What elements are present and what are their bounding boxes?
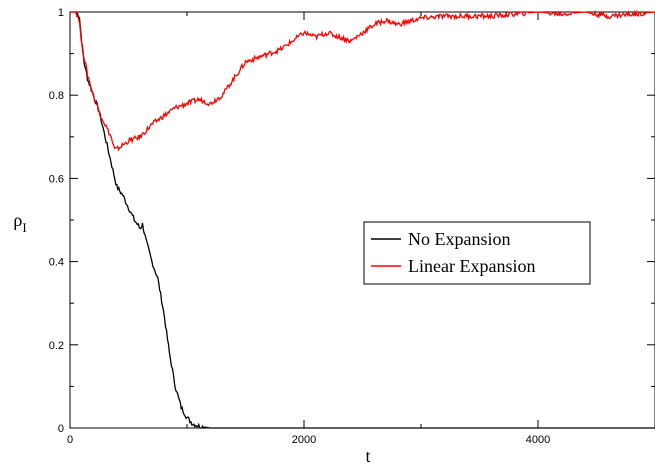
series-layer: [70, 9, 655, 429]
y-tick-label: 0.6: [49, 173, 64, 185]
series-line-linear-expansion: [70, 9, 655, 152]
y-tick-label: 1: [58, 7, 64, 19]
x-axis-label: t: [365, 446, 370, 466]
y-tick-label: 0.4: [49, 257, 64, 269]
y-axis-label: ρI: [13, 210, 26, 235]
ticks: 0 2000 4000 0 0.2 0.4 0.6 0.8 1: [49, 7, 655, 446]
series-line-no-expansion: [70, 11, 655, 429]
y-axis-label-subscript: I: [22, 220, 26, 235]
y-axis-label-main: ρ: [13, 210, 22, 230]
x-tick-label: 0: [67, 434, 73, 446]
svg-text:ρI: ρI: [13, 210, 26, 235]
x-tick-label: 2000: [292, 434, 316, 446]
x-tick-label: 4000: [526, 434, 550, 446]
legend-label-linear-expansion: Linear Expansion: [408, 256, 535, 276]
legend: No Expansion Linear Expansion: [363, 221, 591, 285]
legend-label-no-expansion: No Expansion: [408, 229, 511, 249]
y-tick-label: 0.8: [49, 90, 64, 102]
plot-frame: [69, 11, 655, 429]
y-tick-label: 0.2: [49, 340, 64, 352]
y-tick-label: 0: [58, 423, 64, 435]
legend-box: [363, 221, 591, 285]
